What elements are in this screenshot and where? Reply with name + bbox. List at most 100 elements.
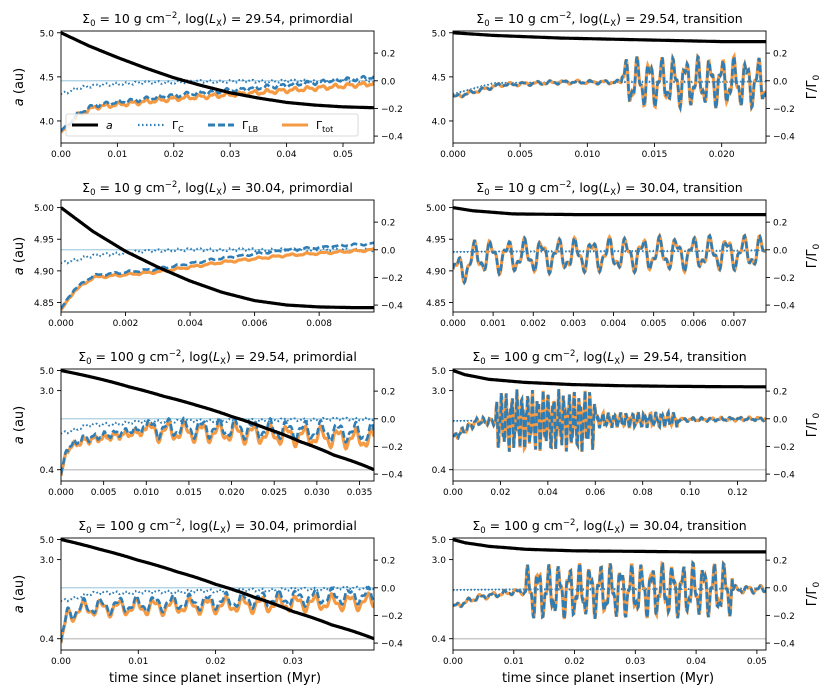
x-tick-label-1-2: 0.010 xyxy=(574,150,600,160)
panel-4: 0.000 0.005 0.010 0.015 0.020 0.025 0.030 0.035… xyxy=(12,349,403,498)
ry-tick-label-3-1: 0.0 xyxy=(773,246,788,256)
series-a-7 xyxy=(453,538,766,554)
ry-tick-label-2-1: 0.0 xyxy=(381,246,396,256)
panel-3: 0.000 0.001 0.002 0.003 0.004 0.005 0.006 0.007… xyxy=(426,180,822,329)
ry-tick-label-2-2: −0.2 xyxy=(381,274,403,284)
x-tick-label-1-1: 0.005 xyxy=(507,150,533,160)
series-a-5 xyxy=(453,369,766,389)
y-tick-label-3-0: 5.00 xyxy=(426,204,446,214)
x-tick-label-0-4: 0.04 xyxy=(277,150,297,160)
ry-tick-label-0-1: 0.0 xyxy=(381,77,396,87)
x-tick-label-6-2: 0.02 xyxy=(206,657,226,667)
panel-title-6: Σ0 = 100 g cm−2, log(LX) = 30.04, primor… xyxy=(78,518,357,536)
ry-tick-label-4-0: 0.2 xyxy=(381,388,395,398)
y-tick-label-6-0: 5.0 xyxy=(40,536,55,546)
series-gamma-lb-5 xyxy=(453,389,766,453)
x-tick-label-5-6: 0.12 xyxy=(728,488,748,498)
x-tick-label-5-4: 0.08 xyxy=(633,488,653,498)
ry-tick-label-3-0: 0.2 xyxy=(773,219,787,229)
right-y-axis-label-7: Γ/Γ0 xyxy=(805,581,822,606)
axes-frame-4 xyxy=(60,368,375,482)
ry-tick-label-6-0: 0.2 xyxy=(381,557,395,567)
panel-title-5: Σ0 = 100 g cm−2, log(LX) = 29.54, transi… xyxy=(472,349,746,367)
x-axis-label-left: time since planet insertion (Myr) xyxy=(109,671,321,686)
series-a-0 xyxy=(61,31,374,110)
y-tick-label-4-1: 3.0 xyxy=(40,387,55,397)
plot-area-3 xyxy=(453,206,766,286)
legend-label-glb: ΓLB xyxy=(242,119,258,134)
x-tick-label-2-4: 0.008 xyxy=(306,319,332,329)
ry-tick-label-2-3: −0.4 xyxy=(381,302,403,312)
y-axis-label-2: a (au) xyxy=(12,237,27,275)
y-axis-label-6: a (au) xyxy=(12,575,27,613)
y-tick-label-2-0: 5.00 xyxy=(34,204,54,214)
ry-tick-label-5-0: 0.2 xyxy=(773,388,787,398)
axes-frame-3 xyxy=(452,199,767,313)
y-tick-label-0-1: 4.5 xyxy=(40,73,54,83)
x-tick-label-4-5: 0.025 xyxy=(261,488,287,498)
y-axis-label-4: a (au) xyxy=(12,406,27,444)
x-tick-label-3-4: 0.004 xyxy=(601,319,627,329)
ry-tick-label-7-3: −0.4 xyxy=(773,640,795,650)
y-tick-label-3-2: 4.90 xyxy=(426,267,446,277)
x-tick-label-7-0: 0.00 xyxy=(443,657,463,667)
panel-title-2: Σ0 = 10 g cm−2, log(LX) = 30.04, primord… xyxy=(82,180,353,198)
y-tick-label-5-2: 0.4 xyxy=(432,466,447,476)
x-tick-label-0-2: 0.02 xyxy=(164,150,184,160)
ry-tick-label-5-2: −0.2 xyxy=(773,443,795,453)
legend: a ΓC ΓLB Γtot xyxy=(65,113,359,137)
series-gamma-lb-1 xyxy=(453,52,766,113)
x-tick-label-4-7: 0.035 xyxy=(347,488,373,498)
x-tick-label-6-1: 0.01 xyxy=(128,657,148,667)
ry-tick-label-0-0: 0.2 xyxy=(381,50,395,60)
axes-frame-6 xyxy=(60,537,375,651)
y-tick-label-3-3: 4.85 xyxy=(426,299,446,309)
x-tick-label-4-6: 0.030 xyxy=(304,488,330,498)
series-gamma-c-0 xyxy=(61,78,374,96)
right-y-axis-label-1: Γ/Γ0 xyxy=(805,74,822,99)
x-tick-label-6-3: 0.03 xyxy=(283,657,303,667)
y-axis-label-0: a (au) xyxy=(12,68,27,106)
panel-title-0: Σ0 = 10 g cm−2, log(LX) = 29.54, primord… xyxy=(82,11,353,29)
x-tick-label-2-2: 0.004 xyxy=(177,319,203,329)
plot-area-1 xyxy=(453,31,766,114)
ry-tick-label-1-3: −0.4 xyxy=(773,133,795,143)
y-tick-label-7-1: 3.0 xyxy=(432,556,447,566)
x-tick-label-5-0: 0.00 xyxy=(443,488,463,498)
panel-1: 0.000 0.005 0.010 0.015 0.020 5.0 4.5 4.0 0.2 0.0… xyxy=(432,11,822,160)
ry-tick-label-6-1: 0.0 xyxy=(381,584,396,594)
y-tick-label-4-0: 5.0 xyxy=(40,367,55,377)
ry-tick-label-1-0: 0.2 xyxy=(773,50,787,60)
x-tick-label-1-3: 0.015 xyxy=(642,150,668,160)
series-gamma-tot-4 xyxy=(61,419,374,476)
x-tick-label-0-1: 0.01 xyxy=(107,150,127,160)
panels-group: 0.00 0.01 0.02 0.03 0.04 0.05 5.0 4.5 4.0 0.2 0.0 −… xyxy=(12,11,822,667)
ry-tick-label-7-1: 0.0 xyxy=(773,584,788,594)
y-tick-label-7-2: 0.4 xyxy=(432,635,447,645)
x-tick-label-0-5: 0.05 xyxy=(333,150,353,160)
series-gamma-lb-4 xyxy=(61,415,374,475)
ry-tick-label-4-2: −0.2 xyxy=(381,443,403,453)
ry-tick-label-7-0: 0.2 xyxy=(773,557,787,567)
ry-tick-label-2-0: 0.2 xyxy=(381,219,395,229)
y-tick-label-1-0: 5.0 xyxy=(432,29,447,39)
ry-tick-label-1-2: −0.2 xyxy=(773,105,795,115)
x-tick-label-2-1: 0.002 xyxy=(113,319,139,329)
x-tick-label-0-3: 0.03 xyxy=(220,150,240,160)
x-tick-label-3-6: 0.006 xyxy=(681,319,707,329)
x-tick-label-2-0: 0.000 xyxy=(48,319,74,329)
ry-tick-label-6-2: −0.2 xyxy=(381,612,403,622)
ry-tick-label-6-3: −0.4 xyxy=(381,640,403,650)
plot-area-2 xyxy=(61,206,374,312)
x-tick-label-3-7: 0.007 xyxy=(721,319,747,329)
series-a-4 xyxy=(61,369,374,472)
panel-title-3: Σ0 = 10 g cm−2, log(LX) = 30.04, transit… xyxy=(476,180,742,198)
series-gamma-lb-0 xyxy=(61,74,374,132)
y-tick-label-2-2: 4.90 xyxy=(34,267,54,277)
ry-tick-label-0-3: −0.4 xyxy=(381,133,403,143)
x-tick-label-4-1: 0.005 xyxy=(91,488,117,498)
legend-label-gc: ΓC xyxy=(172,119,184,134)
panel-title-7: Σ0 = 100 g cm−2, log(LX) = 30.04, transi… xyxy=(472,518,746,536)
axes-frame-0 xyxy=(60,30,375,144)
series-gamma-lb-7 xyxy=(453,560,766,620)
